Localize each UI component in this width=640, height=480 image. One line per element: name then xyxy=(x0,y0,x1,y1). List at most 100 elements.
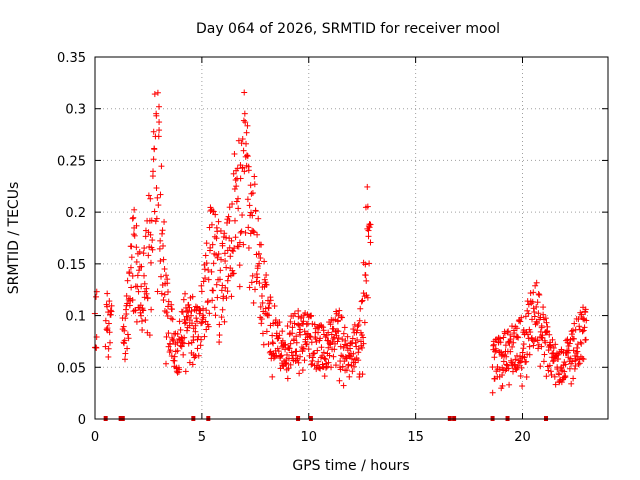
data-point xyxy=(512,356,519,363)
data-point xyxy=(286,345,293,352)
data-point xyxy=(363,277,370,284)
data-point xyxy=(536,291,543,298)
data-point xyxy=(519,349,526,356)
data-point xyxy=(249,212,256,219)
data-point xyxy=(544,323,551,330)
y-tick-label: 0.35 xyxy=(57,51,86,66)
data-point xyxy=(138,283,145,290)
data-point xyxy=(164,312,171,319)
data-point xyxy=(213,281,220,288)
data-point xyxy=(132,307,139,314)
data-point xyxy=(147,231,154,238)
data-point xyxy=(568,380,575,387)
data-point xyxy=(156,245,163,252)
data-point xyxy=(271,302,278,309)
data-point xyxy=(362,261,369,268)
data-point xyxy=(122,350,129,357)
data-point xyxy=(572,362,579,369)
data-point xyxy=(320,349,327,356)
data-point xyxy=(334,317,341,324)
data-point xyxy=(170,337,177,344)
data-point xyxy=(269,373,276,380)
data-point xyxy=(156,119,163,126)
data-point xyxy=(185,301,192,308)
data-point xyxy=(321,373,328,380)
data-point xyxy=(272,317,279,324)
data-point xyxy=(228,293,235,300)
data-point xyxy=(289,324,296,331)
data-point xyxy=(299,348,306,355)
data-point xyxy=(122,315,129,322)
data-point xyxy=(163,309,170,316)
data-point xyxy=(293,339,300,346)
data-point xyxy=(104,303,111,310)
data-point xyxy=(355,345,362,352)
data-point xyxy=(515,334,522,341)
data-point xyxy=(230,270,237,277)
data-point xyxy=(221,318,228,325)
data-point xyxy=(256,260,263,267)
data-point xyxy=(180,351,187,358)
data-point xyxy=(562,361,569,368)
data-point xyxy=(297,353,304,360)
data-point xyxy=(106,329,113,336)
data-point xyxy=(192,322,199,329)
data-point xyxy=(236,283,243,290)
data-point xyxy=(547,342,554,349)
data-point xyxy=(316,364,323,371)
data-point xyxy=(336,307,343,314)
data-point xyxy=(225,273,232,280)
data-point xyxy=(275,335,282,342)
data-point xyxy=(309,354,316,361)
data-point xyxy=(216,321,223,328)
data-point xyxy=(216,276,223,283)
data-point xyxy=(265,305,272,312)
data-point xyxy=(259,330,266,337)
data-point xyxy=(350,326,357,333)
data-point xyxy=(217,227,224,234)
data-point xyxy=(332,362,339,369)
data-point xyxy=(153,215,160,222)
data-point xyxy=(203,240,210,247)
data-point xyxy=(169,336,176,343)
data-point xyxy=(146,332,153,339)
data-point xyxy=(581,324,588,331)
data-point xyxy=(344,342,351,349)
data-point xyxy=(214,294,221,301)
data-point xyxy=(243,152,250,159)
data-point xyxy=(265,312,272,319)
data-point xyxy=(159,227,166,234)
data-point xyxy=(154,89,161,96)
data-point xyxy=(147,195,154,202)
data-point xyxy=(200,314,207,321)
data-point xyxy=(506,381,513,388)
data-point xyxy=(515,362,522,369)
data-point xyxy=(157,237,164,244)
data-point xyxy=(334,338,341,345)
y-axis-label: SRMTID / TECUs xyxy=(6,182,22,295)
data-point xyxy=(144,294,151,301)
data-point xyxy=(354,327,361,334)
data-point xyxy=(160,297,167,304)
data-point xyxy=(273,352,280,359)
data-point xyxy=(311,350,318,357)
data-point xyxy=(155,103,162,110)
data-point xyxy=(287,318,294,325)
data-point xyxy=(330,353,337,360)
data-point xyxy=(576,323,583,330)
data-point xyxy=(565,343,572,350)
data-point xyxy=(227,253,234,260)
data-point xyxy=(356,373,363,380)
data-point xyxy=(105,353,112,360)
data-point xyxy=(549,336,556,343)
data-point xyxy=(163,360,170,367)
data-point xyxy=(248,209,255,216)
data-point xyxy=(223,294,230,301)
data-point xyxy=(183,327,190,334)
data-point xyxy=(148,217,155,224)
data-point xyxy=(255,215,262,222)
data-point xyxy=(510,339,517,346)
data-point xyxy=(358,298,365,305)
data-point xyxy=(218,314,225,321)
data-point xyxy=(250,228,257,235)
